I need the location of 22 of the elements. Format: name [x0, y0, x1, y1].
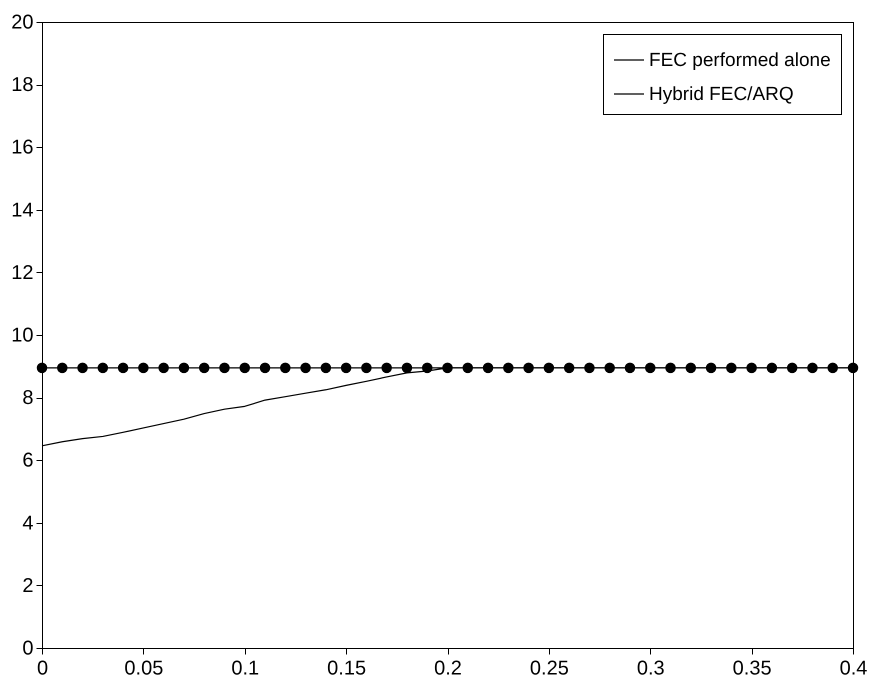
y-tick-label: 10 — [11, 324, 34, 346]
y-tick-label: 14 — [11, 199, 34, 222]
y-tick-label: 4 — [22, 512, 34, 534]
x-tick-label: 0.25 — [530, 658, 569, 680]
legend-label: FEC performed alone — [649, 50, 831, 71]
y-tick-label: 20 — [11, 12, 34, 34]
x-tick-label: 0.05 — [124, 658, 164, 680]
y-tick-label: 18 — [11, 74, 34, 96]
y-tick-label: 8 — [22, 387, 34, 410]
x-tick-label: 0 — [36, 658, 48, 680]
x-tick-label: 0.4 — [840, 658, 868, 680]
x-tick-label: 0.2 — [434, 658, 462, 680]
y-tick-label: 12 — [11, 262, 34, 284]
x-tick-label: 0.1 — [231, 658, 260, 680]
x-tick-label: 0.35 — [732, 658, 772, 680]
y-tick-label: 2 — [22, 574, 34, 597]
legend-label: Hybrid FEC/ARQ — [649, 84, 794, 105]
x-tick-label: 0.15 — [327, 658, 366, 680]
y-tick-label: 6 — [22, 450, 34, 472]
x-tick-label: 0.3 — [636, 658, 665, 680]
y-tick-label: 0 — [22, 638, 34, 660]
y-tick-label: 16 — [11, 136, 34, 159]
